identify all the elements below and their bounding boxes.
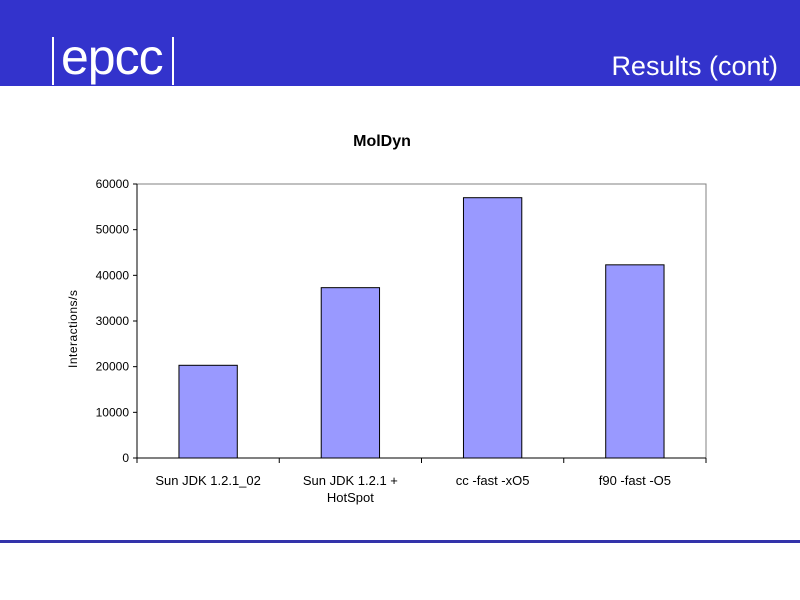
x-category-label: Sun JDK 1.2.1_02 (155, 473, 261, 488)
x-category-label: HotSpot (327, 490, 374, 505)
chart-title: MolDyn (353, 133, 411, 150)
slide-title: Results (cont) (611, 51, 778, 81)
logo-text: epcc (61, 29, 164, 85)
x-category-label: cc -fast -xO5 (456, 473, 530, 488)
logo-left-bar (52, 37, 54, 85)
y-tick-label: 50000 (96, 223, 130, 237)
bar (320, 287, 381, 459)
bar (605, 264, 665, 459)
x-category-label: f90 -fast -O5 (599, 473, 671, 488)
bar (462, 197, 523, 459)
y-tick-label: 10000 (96, 405, 130, 419)
y-tick-label: 20000 (96, 360, 130, 374)
logo-right-bar (171, 37, 174, 85)
y-tick-label: 60000 (96, 177, 130, 191)
y-tick-label: 40000 (96, 268, 130, 282)
bar (178, 364, 238, 459)
footer-divider (0, 540, 800, 543)
epcc-logo: epcc (52, 29, 174, 86)
x-category-label: Sun JDK 1.2.1 + (303, 473, 398, 488)
y-tick-label: 0 (122, 451, 129, 465)
y-tick-label: 30000 (96, 314, 130, 328)
header-banner: epcc Results (cont) (0, 0, 800, 86)
